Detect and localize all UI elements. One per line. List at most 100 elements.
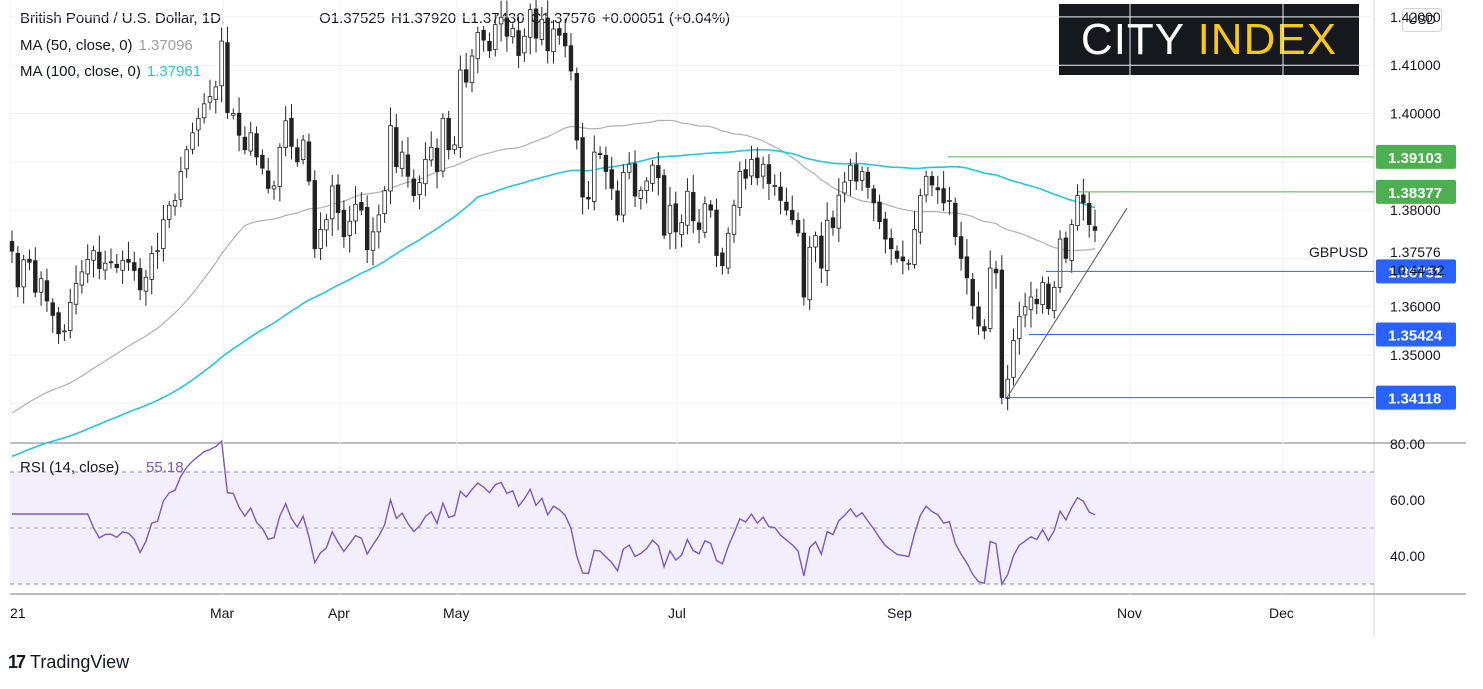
candle-up <box>1057 238 1063 288</box>
candle-down <box>9 241 15 252</box>
rsi-tick: 80.00 <box>1390 436 1425 452</box>
candle-up <box>172 200 178 207</box>
ma50-value: 1.37096 <box>138 37 193 54</box>
candle-down <box>865 171 871 188</box>
candle-up <box>626 163 632 173</box>
candle-down <box>1046 283 1051 310</box>
candle-up <box>277 146 283 187</box>
candle-down <box>586 196 591 200</box>
candle-down <box>603 155 609 172</box>
price-tick: 1.36000 <box>1390 299 1441 315</box>
candle-up <box>1040 282 1045 305</box>
rsi-tick: 40.00 <box>1390 548 1425 564</box>
price-level-tag <box>1376 322 1456 347</box>
candle-up <box>947 200 952 202</box>
price-tick: 1.35000 <box>1390 347 1441 363</box>
candle-down <box>778 186 783 201</box>
tradingview-logo-icon: 17 <box>8 652 26 672</box>
candle-down <box>656 165 661 179</box>
candle-up <box>551 28 556 53</box>
candle-up <box>737 171 743 208</box>
candle-down <box>708 204 713 211</box>
ohlc-open: O1.37525 <box>319 10 385 27</box>
rsi-line <box>12 439 1096 587</box>
candle-up <box>906 262 911 265</box>
candle-down <box>632 163 638 197</box>
candle-down <box>254 133 259 158</box>
candle-down <box>27 258 32 263</box>
candle-down <box>1063 237 1069 259</box>
candle-down <box>289 117 294 147</box>
candle-down <box>900 256 906 262</box>
candle-up <box>912 229 917 265</box>
price-level-value: 1.35424 <box>1388 328 1443 345</box>
candle-up <box>143 276 149 292</box>
candle-up <box>1075 195 1080 226</box>
candle-up <box>918 195 923 233</box>
candle-up <box>155 250 160 253</box>
candle-up <box>836 194 842 229</box>
candle-up <box>522 35 527 54</box>
candle-up <box>813 235 818 248</box>
candle-up <box>1011 340 1016 378</box>
ohlc-high: H1.37920 <box>390 10 457 27</box>
candle-up <box>271 185 277 190</box>
candle-down <box>295 147 300 163</box>
candle-down <box>935 187 940 191</box>
candle-up <box>248 132 253 152</box>
price-tick: 1.38000 <box>1390 202 1441 218</box>
tradingview-brand[interactable]: 17 TradingView <box>8 652 129 673</box>
candle-down <box>801 232 807 298</box>
candle-up <box>161 219 166 249</box>
candle-down <box>137 268 143 291</box>
candle-down <box>126 259 131 263</box>
candle-up <box>318 229 323 249</box>
candle-up <box>760 163 766 177</box>
candle-up <box>79 271 85 286</box>
candle-down <box>504 17 510 37</box>
candle-up <box>621 172 626 216</box>
price-level-value: 1.38377 <box>1388 185 1442 202</box>
logo-part1: CITY <box>1080 15 1198 64</box>
time-tick: 21 <box>10 605 26 621</box>
candle-down <box>894 250 900 259</box>
candle-down <box>394 127 399 168</box>
candle-up <box>725 232 731 269</box>
candle-up <box>638 189 644 199</box>
candle-up <box>324 219 329 231</box>
logo-part2: INDEX <box>1197 15 1338 64</box>
candle-up <box>102 262 108 271</box>
candle-up <box>824 219 830 271</box>
ma50-legend[interactable]: MA (50, close, 0) 1.37096 <box>20 37 193 54</box>
candle-down <box>784 201 789 211</box>
candle-down <box>1092 226 1098 231</box>
candle-down <box>364 206 370 251</box>
price-level-tag <box>1376 144 1456 169</box>
candle-up <box>592 151 597 202</box>
price-level-value: 1.39103 <box>1388 150 1442 167</box>
price-tick: 1.40000 <box>1390 106 1441 122</box>
candle-up <box>376 214 382 233</box>
candle-up <box>190 132 195 150</box>
candle-up <box>85 258 90 275</box>
candle-down <box>132 262 137 271</box>
candle-down <box>609 169 614 189</box>
candle-down <box>359 201 364 211</box>
trend-line <box>1006 207 1128 398</box>
candle-down <box>568 45 574 72</box>
ma100-legend[interactable]: MA (100, close, 0) 1.37961 <box>20 63 201 80</box>
candle-up <box>859 171 865 181</box>
candle-down <box>854 164 859 182</box>
candle-down <box>958 236 964 259</box>
currency-button[interactable]: USD <box>1402 8 1442 32</box>
candle-down <box>993 268 999 274</box>
candle-down <box>795 219 801 234</box>
candle-down <box>405 154 411 177</box>
candle-down <box>114 263 120 268</box>
candle-up <box>685 190 690 226</box>
rsi-label: RSI (14, close) <box>20 459 119 476</box>
price-chart[interactable]: 1.39103 1.38377 1.36731 1.35424 1.34118 1.42… <box>0 0 1483 640</box>
candle-down <box>889 237 894 250</box>
time-tick: Dec <box>1269 605 1294 621</box>
candle-down <box>790 209 795 221</box>
